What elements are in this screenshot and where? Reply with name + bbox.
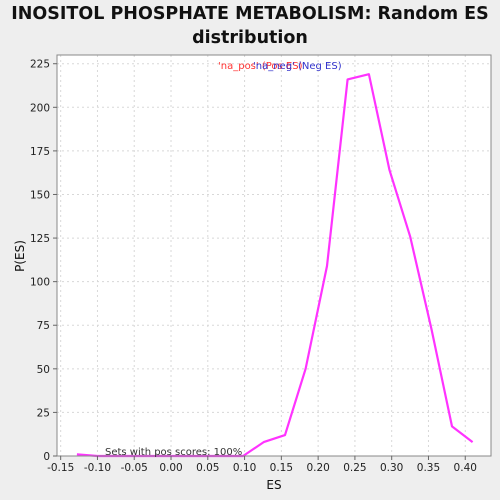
x-tick-label: 0.30 — [380, 462, 403, 474]
x-tick-label: 0.25 — [343, 462, 366, 474]
y-axis-label: P(ES) — [13, 240, 27, 272]
x-tick-label: -0.05 — [121, 462, 148, 474]
x-tick-label: 0.05 — [196, 462, 219, 474]
plot-border — [56, 54, 492, 457]
x-tick-label: -0.15 — [47, 462, 74, 474]
chart-title: INOSITOL PHOSPHATE METABOLISM: Random ES… — [0, 2, 500, 50]
chart-title-line1: INOSITOL PHOSPHATE METABOLISM: Random ES — [11, 4, 489, 24]
y-tick-label: 75 — [37, 320, 50, 332]
y-tick-label: 125 — [30, 233, 50, 245]
x-tick-label: 0.15 — [270, 462, 293, 474]
y-tick-label: 150 — [30, 189, 50, 201]
y-tick-label: 225 — [30, 59, 50, 71]
chart-title-line2: distribution — [192, 28, 308, 48]
y-tick-label: 25 — [37, 407, 50, 419]
y-tick-label: 100 — [30, 277, 50, 289]
x-tick-label: 0.10 — [233, 462, 256, 474]
y-tick-label: 200 — [30, 102, 50, 114]
y-tick-label: 175 — [30, 146, 50, 158]
y-axis: 0 25 50 75 100 125 150 175 200 225 — [30, 59, 57, 463]
x-axis: -0.15 -0.10 -0.05 0.00 0.05 0.10 0.15 0.20 0.25 0… — [47, 456, 477, 474]
x-tick-label: 0.00 — [159, 462, 182, 474]
y-tick-label: 0 — [43, 451, 50, 463]
x-tick-label: -0.10 — [84, 462, 111, 474]
plot-area — [57, 55, 491, 456]
x-tick-label: 0.20 — [306, 462, 329, 474]
x-tick-label: 0.35 — [417, 462, 440, 474]
grid — [57, 55, 491, 457]
pos-scores-annotation: Sets with pos scores: 100% — [105, 447, 242, 458]
x-tick-label: 0.40 — [454, 462, 477, 474]
legend-entry-pos: 'na_pos' (Pos ES) — [218, 61, 303, 72]
x-axis-label: ES — [266, 478, 281, 492]
y-tick-label: 50 — [37, 364, 50, 376]
legend-entry-neg: 'na_neg' (Neg ES) — [253, 61, 342, 72]
